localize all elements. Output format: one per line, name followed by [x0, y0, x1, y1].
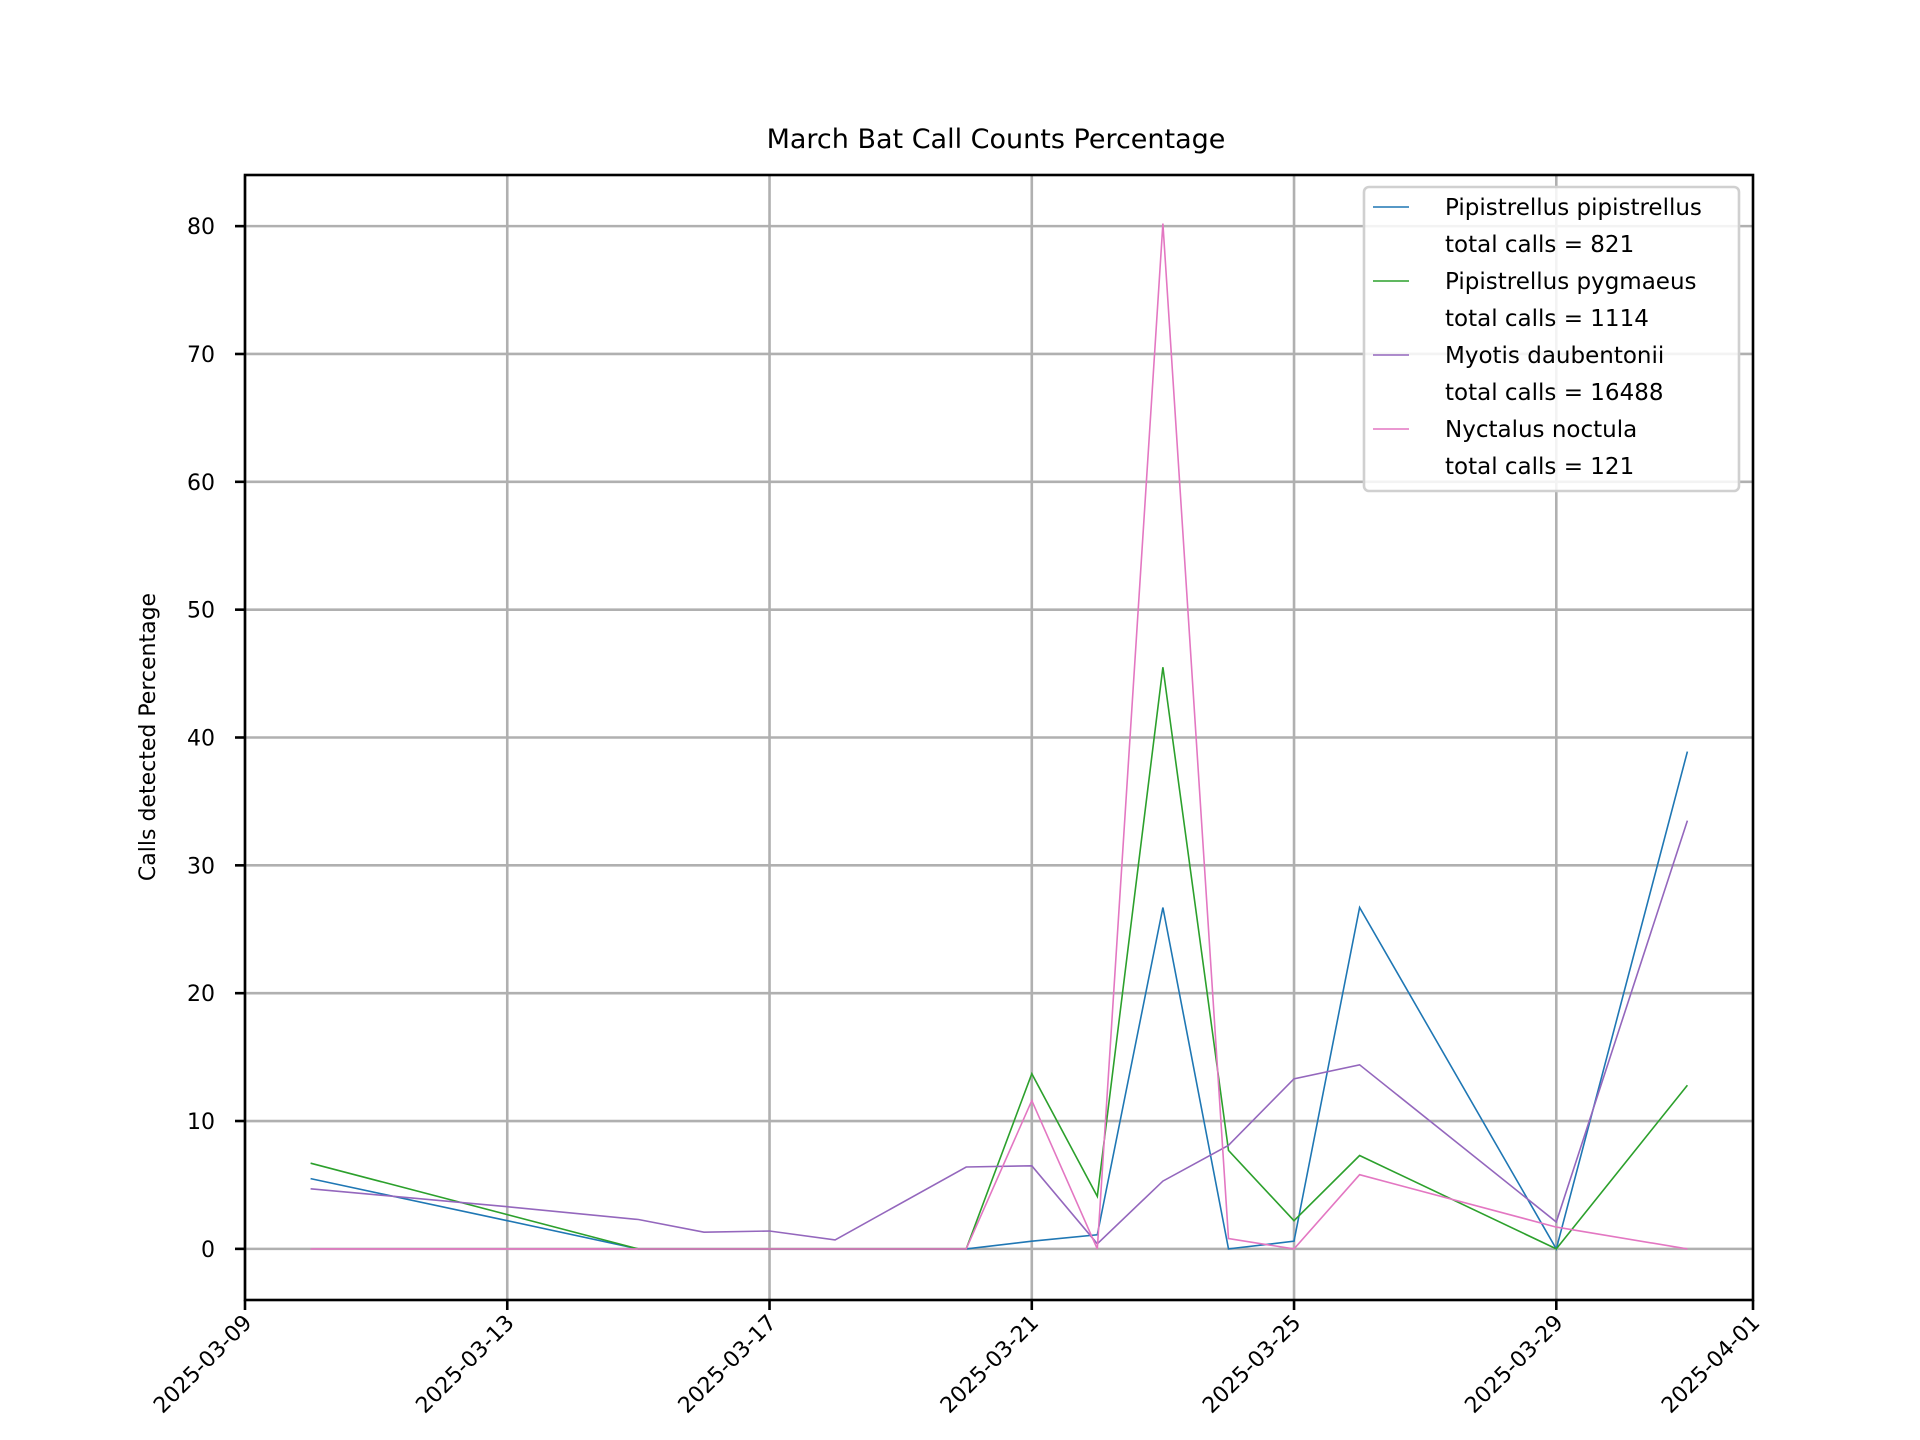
chart-title: March Bat Call Counts Percentage: [767, 124, 1226, 155]
legend-total-nyctalus-noctula: total calls = 121: [1445, 454, 1634, 480]
y-tick-label: 20: [187, 982, 215, 1007]
y-axis-label: Calls detected Percentage: [136, 593, 161, 881]
legend-label-pipistrellus-pygmaeus: Pipistrellus pygmaeus: [1445, 269, 1697, 295]
y-tick-label: 30: [187, 854, 215, 879]
y-tick-label: 40: [187, 727, 215, 752]
y-tick-label: 70: [187, 343, 215, 368]
legend-label-pipistrellus-pipistrellus: Pipistrellus pipistrellus: [1445, 195, 1702, 221]
legend-label-nyctalus-noctula: Nyctalus noctula: [1445, 417, 1637, 443]
y-tick-label: 60: [187, 471, 215, 496]
legend-total-pipistrellus-pygmaeus: total calls = 1114: [1445, 306, 1649, 332]
y-tick-label: 0: [201, 1238, 215, 1263]
series-layer: [310, 223, 1689, 1251]
y-tick-label: 50: [187, 599, 215, 624]
legend-label-myotis-daubentonii: Myotis daubentonii: [1445, 343, 1664, 369]
series-line-myotis-daubentonii: [310, 820, 1689, 1245]
legend: Pipistrellus pipistrellus total calls = 8…: [1362, 185, 1741, 493]
grid-lines: [243, 175, 1753, 1300]
y-axis: 0 10 20 30 40 50 60 70 80: [187, 215, 245, 1263]
legend-box: [1362, 185, 1741, 493]
series-line-nyctalus-noctula: [310, 223, 1688, 1250]
legend-total-pipistrellus-pipistrellus: total calls = 821: [1445, 232, 1634, 258]
legend-total-myotis-daubentonii: total calls = 16488: [1445, 380, 1663, 406]
y-tick-label: 80: [187, 215, 215, 240]
y-tick-label: 10: [187, 1110, 215, 1135]
series-line-pipistrellus-pipistrellus: [310, 751, 1689, 1251]
